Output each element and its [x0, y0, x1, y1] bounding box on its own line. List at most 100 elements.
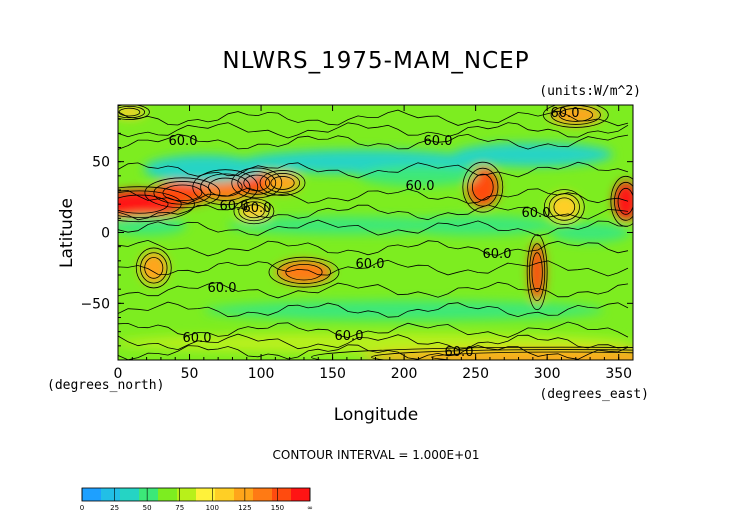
x-tick-label: 350: [605, 366, 632, 382]
contour-label: 60.0: [551, 106, 580, 121]
data-region: [549, 105, 602, 125]
contour-ring: [243, 204, 265, 219]
contour-ring: [200, 173, 251, 201]
contour-ring: [462, 161, 504, 213]
contour-line: [118, 321, 629, 339]
colorbar-swatch: [158, 488, 177, 501]
contour-ring: [118, 194, 169, 214]
contour-ring: [553, 197, 576, 217]
contour-ring: [558, 108, 594, 122]
x-tick-label: 50: [181, 366, 199, 382]
contour-ring: [238, 201, 270, 222]
data-region: [275, 260, 332, 285]
units-label: (units:W/m^2): [539, 84, 641, 99]
contour-ring: [118, 105, 150, 120]
x-tick-label: 250: [462, 366, 489, 382]
colorbar: 0 25 50 75 100 125 150 ∞: [80, 487, 313, 512]
contour-ring: [259, 170, 306, 196]
colorbar-swatch: [139, 488, 158, 501]
contour-ring: [371, 349, 633, 360]
contour-ring: [614, 181, 633, 221]
contour-ring: [144, 257, 164, 279]
contour-label: 60.0: [445, 345, 474, 360]
colorbar-swatch: [234, 488, 253, 501]
colorbar-label: 125: [238, 504, 251, 512]
colorbar-label: 150: [271, 504, 284, 512]
contour-line: [118, 122, 629, 139]
colorbar-swatch: [177, 488, 196, 501]
x-unit-label: (degrees_east): [539, 387, 649, 402]
contour-label: 60.0: [220, 199, 249, 214]
x-tick-label: 300: [534, 366, 561, 382]
x-tick-label: 100: [248, 366, 275, 382]
contour-ring: [233, 198, 275, 225]
contour-ring: [265, 173, 301, 193]
data-region: [361, 349, 633, 360]
contour-ring: [285, 263, 323, 281]
colorbar-swatch: [291, 488, 310, 501]
contour-ring: [135, 247, 172, 289]
contour-ring: [153, 181, 212, 205]
contour-ring: [118, 107, 141, 117]
contour-ring: [431, 351, 633, 360]
contour-ring: [118, 105, 146, 119]
x-axis-label: Longitude: [334, 405, 419, 425]
contour-ring: [471, 173, 494, 201]
contour-ring: [311, 346, 633, 360]
contour-ring: [118, 186, 195, 223]
contour-ring: [542, 105, 609, 128]
colorbar-label: 25: [110, 504, 119, 512]
contour-ring: [207, 177, 243, 197]
contour-label: 60.0: [183, 331, 212, 346]
x-tick-label: 0: [114, 366, 123, 382]
contour-ring: [192, 169, 259, 206]
data-region: [139, 251, 168, 284]
data-region: [204, 300, 605, 321]
contour-label: 60.0: [406, 179, 435, 194]
contour-label: 60.0: [483, 247, 512, 262]
colorbar-label: 75: [175, 504, 184, 512]
contour-ring: [276, 260, 331, 284]
contour-line: [118, 281, 629, 299]
contour-line: [118, 333, 629, 351]
contour-line: [118, 133, 629, 150]
colorbar-label: 0: [80, 504, 84, 512]
data-region: [529, 242, 546, 303]
colorbar-swatch: [82, 488, 101, 501]
data-region: [550, 222, 631, 243]
contour-ring: [270, 176, 295, 190]
data-region: [118, 215, 187, 236]
contour-line: [118, 187, 629, 204]
contour-ring: [140, 252, 168, 284]
contour-interval-text: CONTOUR INTERVAL = 1.000E+01: [273, 448, 480, 462]
data-region: [613, 181, 633, 222]
contour-label: 60.0: [169, 134, 198, 149]
y-axis-label: Latitude: [57, 198, 77, 268]
colorbar-swatch: [101, 488, 120, 501]
colorbar-swatch: [215, 488, 234, 501]
contour-label: 60.0: [243, 201, 272, 216]
data-region: [237, 201, 270, 222]
contour-ring: [610, 175, 633, 227]
contour-ring: [237, 171, 277, 195]
data-region: [452, 142, 613, 167]
contour-label: 60.0: [424, 134, 453, 149]
colorbar-label: ∞: [307, 504, 313, 512]
colorbar-swatch: [272, 488, 291, 501]
contour-ring: [529, 243, 546, 302]
colorbar-swatch: [120, 488, 139, 501]
contour-ring: [231, 167, 283, 199]
contour-label: 60.0: [335, 329, 364, 344]
y-unit-label: (degrees_north): [47, 378, 164, 393]
contour-ring: [543, 189, 585, 225]
chart-title: NLWRS_1975-MAM_NCEP: [222, 48, 529, 74]
contour-ring: [526, 234, 548, 311]
contour-line: [118, 301, 629, 318]
contour-label: 60.0: [356, 257, 385, 272]
y-tick-label: −50: [80, 296, 110, 312]
contour-ring: [268, 256, 340, 288]
contour-ring: [548, 193, 580, 221]
contour-ring: [467, 167, 499, 207]
plot-area: 60.0 60.060.060.060.0 60.060.060.060.060.0…: [118, 105, 633, 360]
